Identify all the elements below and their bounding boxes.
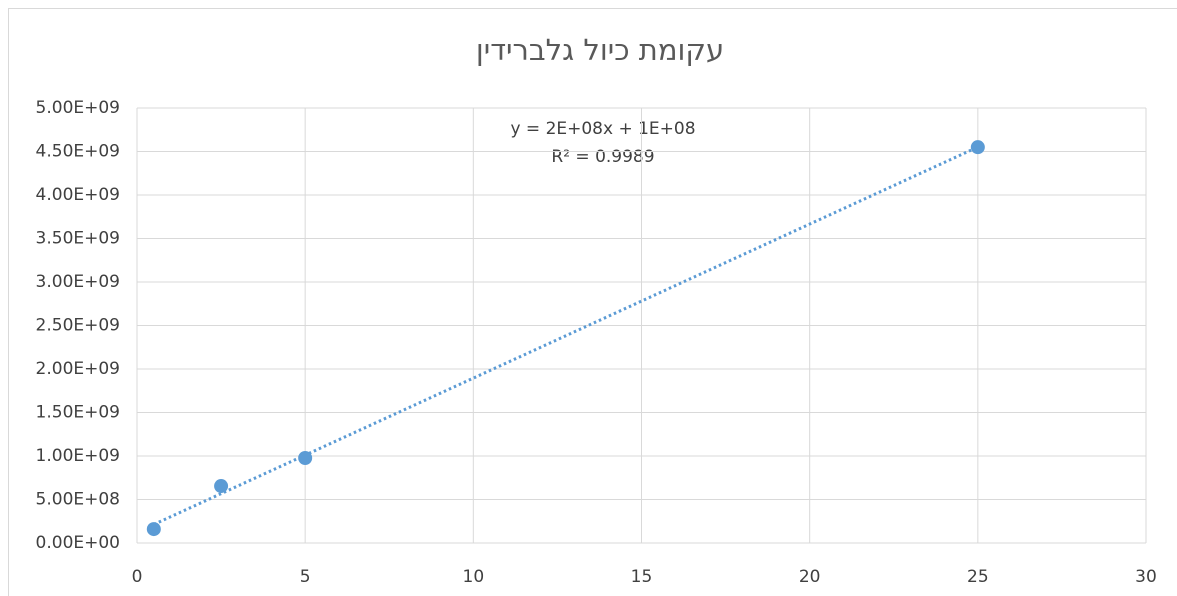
trendline [153, 145, 979, 526]
y-tick-label: 3.50E+09 [36, 229, 120, 249]
data-point [970, 140, 985, 155]
x-tick-label: 30 [1135, 567, 1157, 587]
data-point [298, 451, 313, 466]
y-tick-label: 1.50E+09 [36, 403, 120, 423]
trendline-r-squared: R² = 0.9989 [551, 147, 654, 167]
chart-border [8, 8, 1177, 596]
trendline-equation: y = 2E+08x + 1E+08 [510, 119, 695, 139]
y-tick-label: 5.00E+08 [36, 490, 120, 510]
y-tick-label: 2.00E+09 [36, 359, 120, 379]
data-point [146, 522, 161, 537]
y-tick-label: 2.50E+09 [36, 316, 120, 336]
x-tick-label: 5 [300, 567, 311, 587]
x-tick-label: 20 [799, 567, 821, 587]
y-tick-label: 1.00E+09 [36, 446, 120, 466]
data-point [214, 479, 229, 494]
y-tick-label: 5.00E+09 [36, 98, 120, 118]
y-tick-label: 3.00E+09 [36, 272, 120, 292]
y-tick-label: 0.00E+00 [36, 533, 120, 553]
x-tick-label: 10 [463, 567, 485, 587]
x-tick-label: 25 [967, 567, 989, 587]
x-tick-label: 0 [132, 567, 143, 587]
y-tick-label: 4.50E+09 [36, 142, 120, 162]
chart-title: עקומת כיול גלברידין [476, 33, 724, 67]
x-tick-label: 15 [631, 567, 653, 587]
y-tick-label: 4.00E+09 [36, 185, 120, 205]
